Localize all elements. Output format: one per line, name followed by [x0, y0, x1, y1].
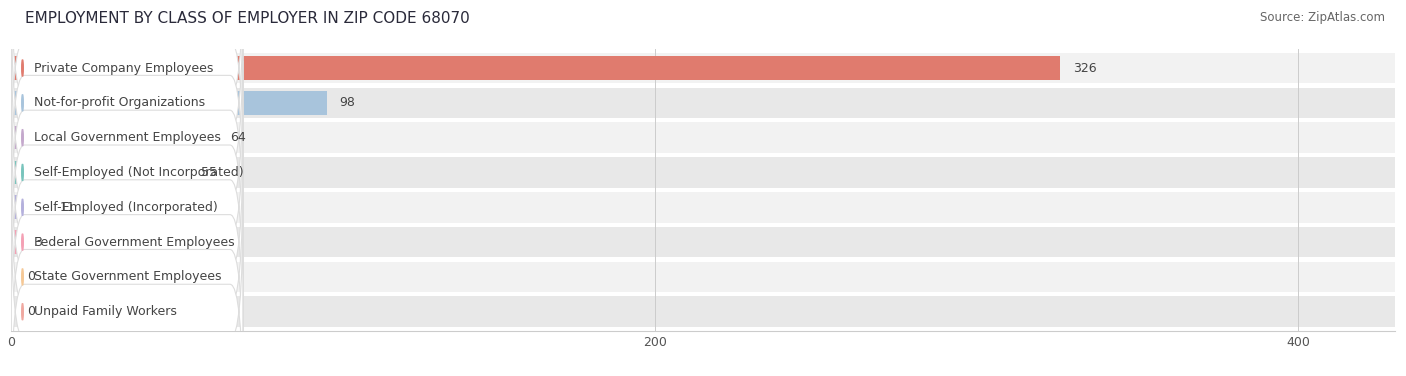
FancyBboxPatch shape [11, 0, 243, 215]
Circle shape [21, 60, 24, 76]
Text: Self-Employed (Incorporated): Self-Employed (Incorporated) [34, 201, 218, 214]
Circle shape [21, 234, 24, 250]
Text: Source: ZipAtlas.com: Source: ZipAtlas.com [1260, 11, 1385, 24]
Bar [11, 230, 21, 254]
Circle shape [21, 129, 24, 146]
Text: 3: 3 [34, 236, 42, 249]
Text: State Government Employees: State Government Employees [34, 270, 221, 284]
FancyBboxPatch shape [11, 200, 243, 376]
Text: 0: 0 [27, 305, 35, 318]
Bar [11, 262, 1395, 292]
Text: 64: 64 [231, 131, 246, 144]
FancyBboxPatch shape [11, 96, 243, 319]
Text: Unpaid Family Workers: Unpaid Family Workers [34, 305, 177, 318]
Bar [11, 53, 1395, 83]
Circle shape [21, 164, 24, 181]
Text: 98: 98 [339, 96, 356, 109]
Bar [11, 296, 1395, 327]
Text: 0: 0 [27, 270, 35, 284]
Text: 326: 326 [1073, 62, 1097, 74]
Bar [11, 157, 1395, 188]
Bar [11, 126, 217, 150]
Bar [11, 91, 326, 115]
Circle shape [21, 94, 24, 111]
FancyBboxPatch shape [11, 26, 243, 249]
Bar [11, 122, 1395, 153]
FancyBboxPatch shape [11, 130, 243, 354]
Bar [11, 88, 1395, 118]
Text: Self-Employed (Not Incorporated): Self-Employed (Not Incorporated) [34, 166, 243, 179]
Text: Not-for-profit Organizations: Not-for-profit Organizations [34, 96, 205, 109]
Bar [11, 227, 1395, 258]
Text: 11: 11 [59, 201, 76, 214]
FancyBboxPatch shape [11, 0, 243, 180]
Circle shape [21, 268, 24, 285]
Bar [11, 161, 188, 184]
Text: EMPLOYMENT BY CLASS OF EMPLOYER IN ZIP CODE 68070: EMPLOYMENT BY CLASS OF EMPLOYER IN ZIP C… [25, 11, 470, 26]
Bar [11, 196, 46, 219]
Bar [11, 192, 1395, 223]
FancyBboxPatch shape [11, 165, 243, 376]
Text: Private Company Employees: Private Company Employees [34, 62, 214, 74]
Circle shape [21, 199, 24, 215]
FancyBboxPatch shape [11, 61, 243, 284]
Text: Federal Government Employees: Federal Government Employees [34, 236, 235, 249]
Text: Local Government Employees: Local Government Employees [34, 131, 221, 144]
Text: 55: 55 [201, 166, 217, 179]
Bar [11, 56, 1060, 80]
Circle shape [21, 303, 24, 320]
